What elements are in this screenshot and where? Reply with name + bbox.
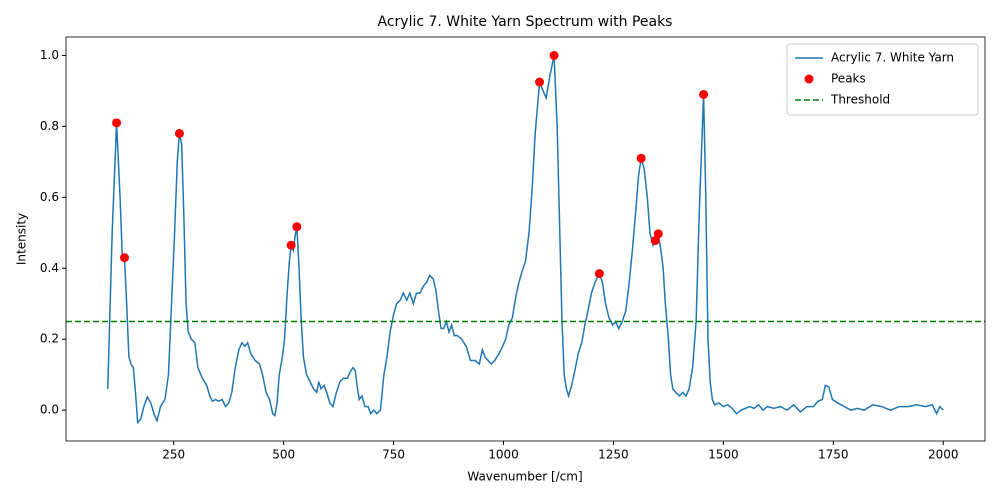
x-axis-label: Wavenumber [/cm] <box>467 470 582 484</box>
peak-marker <box>112 118 122 128</box>
legend-label: Acrylic 7. White Yarn <box>831 51 954 65</box>
y-tick-label: 0.8 <box>40 119 59 133</box>
y-axis-label: Intensity <box>15 213 29 265</box>
x-tick-label: 1500 <box>708 448 739 462</box>
y-tick-label: 0.2 <box>40 332 59 346</box>
legend-swatch <box>804 74 814 84</box>
x-tick-label: 2000 <box>928 448 959 462</box>
legend-label: Threshold <box>830 93 890 107</box>
peak-marker <box>292 222 302 232</box>
peak-marker <box>119 253 129 263</box>
peak-marker <box>286 240 296 250</box>
y-tick-label: 1.0 <box>40 48 59 62</box>
legend-label: Peaks <box>831 72 866 86</box>
y-tick-label: 0.6 <box>40 190 59 204</box>
x-tick-label: 1000 <box>488 448 519 462</box>
x-tick-label: 750 <box>382 448 405 462</box>
x-tick-label: 250 <box>162 448 185 462</box>
x-tick-label: 1750 <box>818 448 849 462</box>
peak-marker <box>549 50 559 60</box>
peak-marker <box>535 77 545 87</box>
spectrum-line <box>107 55 944 425</box>
x-tick-label: 1250 <box>598 448 629 462</box>
peak-marker <box>699 89 709 99</box>
peak-marker <box>653 229 663 239</box>
y-tick-label: 0.0 <box>40 403 59 417</box>
legend-box <box>786 43 979 116</box>
x-tick-label: 500 <box>272 448 295 462</box>
peak-marker <box>650 236 660 246</box>
plot-frame <box>65 36 986 442</box>
peak-marker <box>594 269 604 279</box>
y-tick-label: 0.4 <box>40 261 59 275</box>
peak-marker <box>174 128 184 138</box>
chart-title: Acrylic 7. White Yarn Spectrum with Peak… <box>378 14 673 30</box>
peak-marker <box>636 153 646 163</box>
